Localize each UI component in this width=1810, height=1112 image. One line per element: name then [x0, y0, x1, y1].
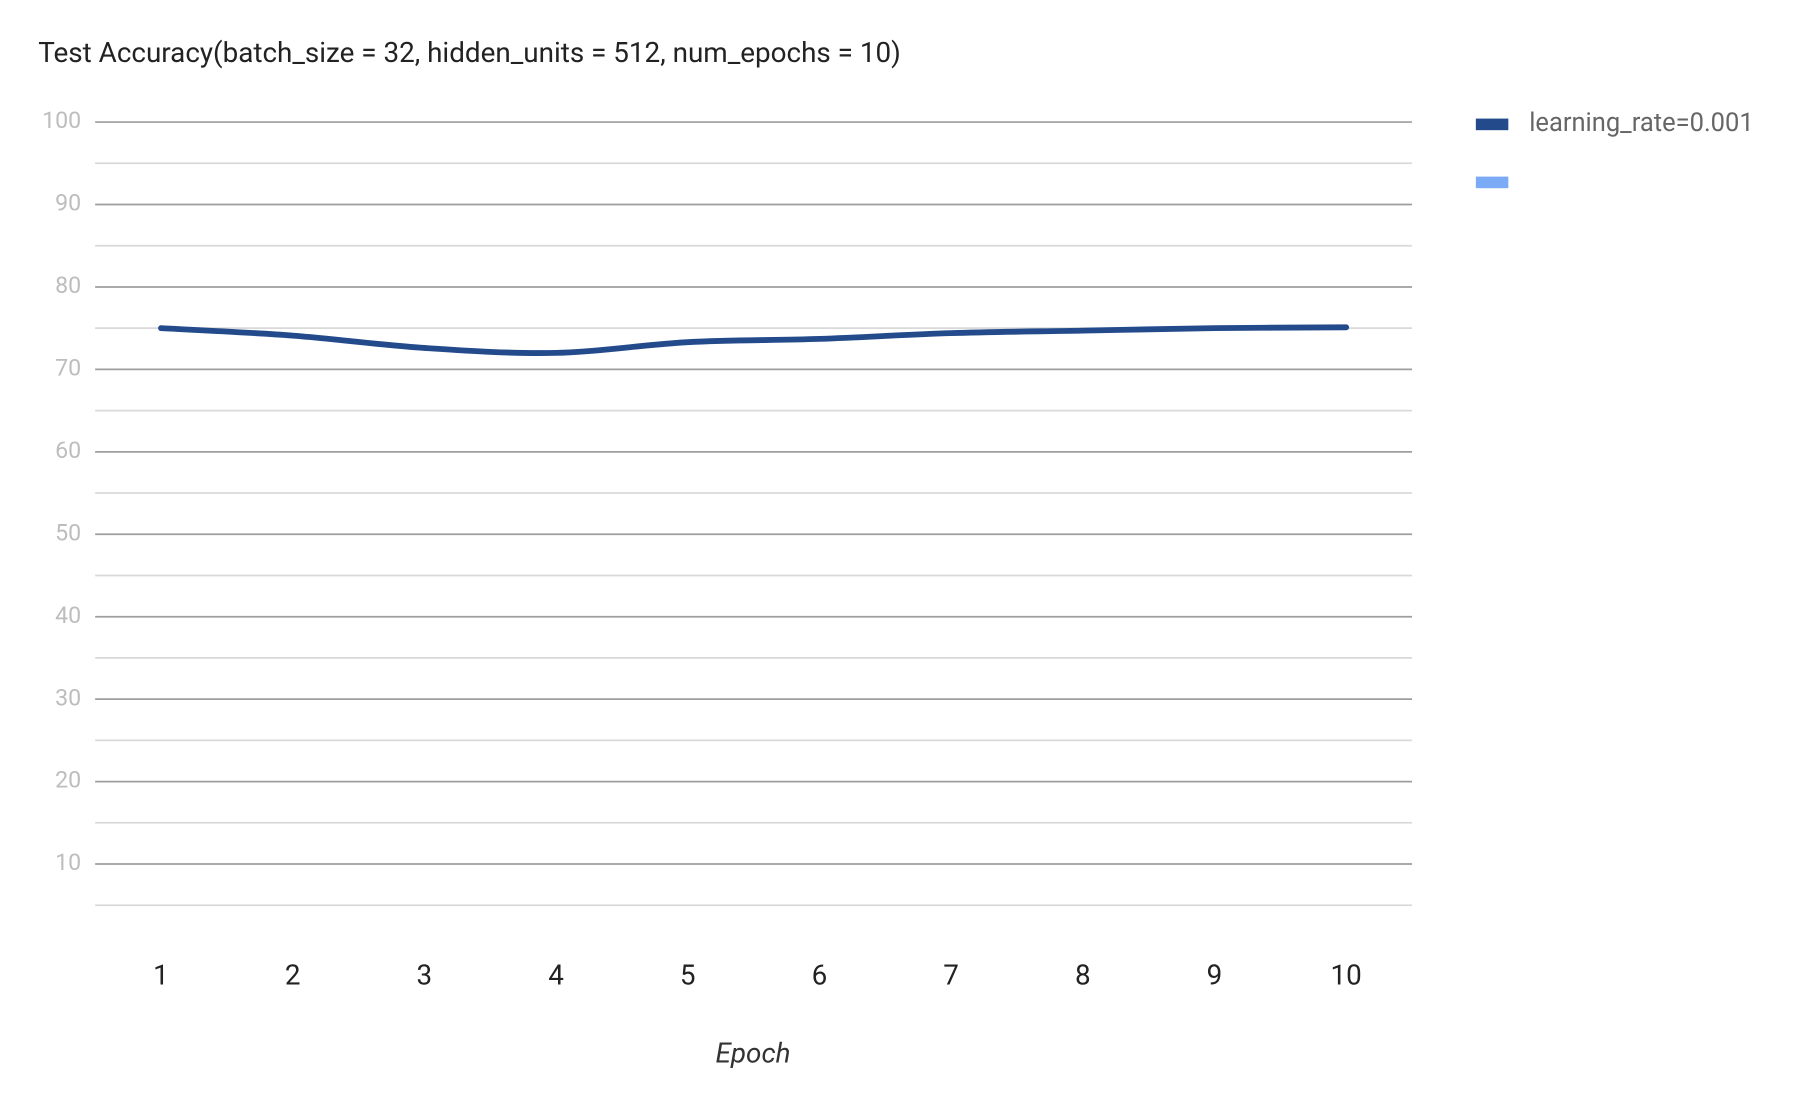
- chart-title: Test Accuracy(batch_size = 32, hidden_un…: [38, 36, 901, 69]
- y-tick-label: 30: [55, 683, 81, 711]
- x-tick-label: 4: [548, 959, 564, 992]
- y-tick-label: 50: [55, 518, 81, 546]
- x-axis-label: Epoch: [716, 1036, 791, 1069]
- y-tick-label: 80: [55, 271, 81, 299]
- y-tick-label: 90: [55, 189, 81, 217]
- x-tick-label: 6: [812, 959, 828, 992]
- y-tick-label: 60: [55, 436, 81, 464]
- x-tick-label: 9: [1207, 959, 1223, 992]
- legend-swatch: [1475, 118, 1509, 131]
- x-tick-label: 7: [943, 959, 959, 992]
- y-tick-label: 40: [55, 601, 81, 629]
- y-tick-label: 70: [55, 354, 81, 382]
- x-tick-label: 2: [285, 959, 301, 992]
- x-tick-label: 3: [417, 959, 433, 992]
- x-tick-label: 10: [1331, 959, 1362, 992]
- y-tick-label: 10: [55, 848, 81, 876]
- x-tick-label: 1: [153, 959, 169, 992]
- data-line: [158, 324, 1350, 356]
- legend-swatch: [1475, 176, 1509, 189]
- legend-label: learning_rate=0.001: [1529, 108, 1753, 138]
- x-tick-label: 8: [1075, 959, 1091, 992]
- y-tick-label: 20: [55, 766, 81, 794]
- y-tick-label: 100: [42, 106, 81, 134]
- x-tick-label: 5: [680, 959, 696, 992]
